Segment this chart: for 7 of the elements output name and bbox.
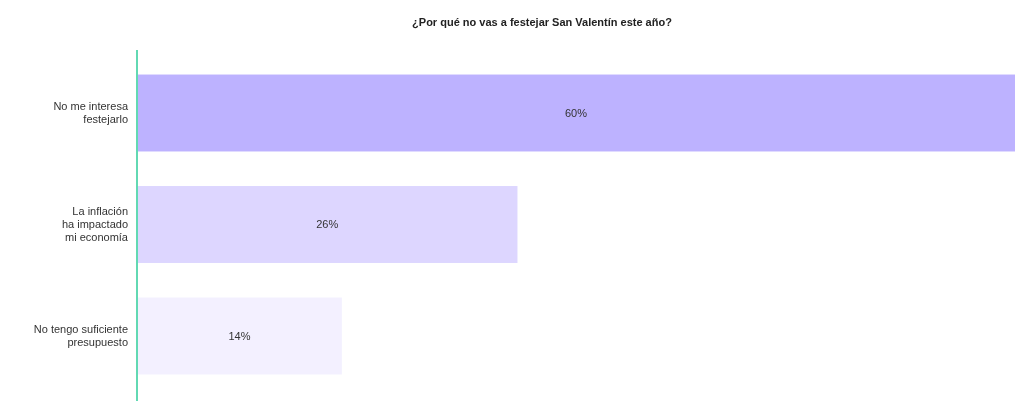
y-tick-label: La inflación ha impactado mi economía bbox=[61, 205, 129, 244]
data-label: 60% bbox=[564, 106, 588, 119]
y-tick-label: No me interesa festejarlo bbox=[53, 100, 129, 126]
data-label: 14% bbox=[228, 329, 251, 342]
chart-title: ¿Por qué no vas a festejar San Valentín este año? bbox=[412, 16, 673, 29]
data-label: 26% bbox=[316, 218, 339, 231]
y-tick-label: No tengo suficiente presupuesto bbox=[33, 323, 128, 349]
